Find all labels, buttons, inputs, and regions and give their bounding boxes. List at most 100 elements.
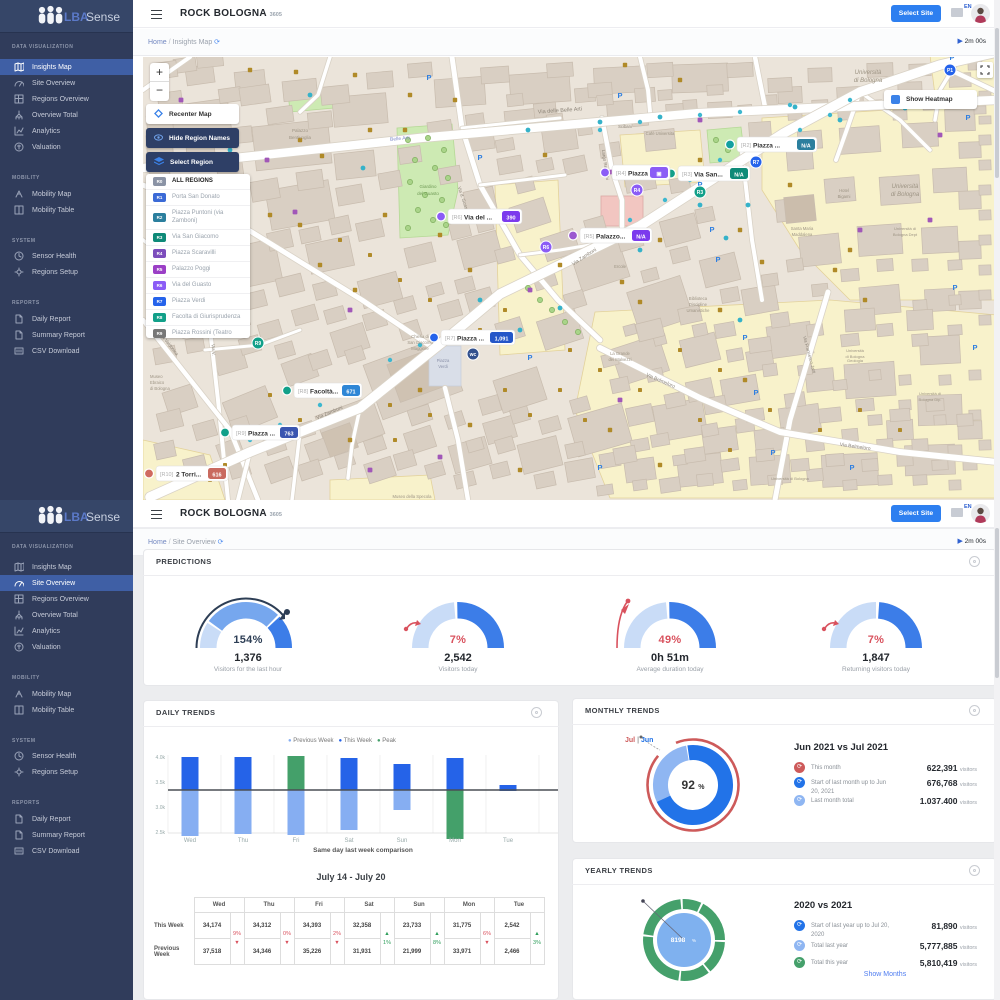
- svg-text:Verdi: Verdi: [438, 364, 448, 369]
- svg-text:Piazza ...: Piazza ...: [457, 336, 484, 343]
- svg-text:%: %: [692, 938, 696, 943]
- svg-text:Piazza ...: Piazza ...: [248, 431, 275, 438]
- svg-text:Fri: Fri: [293, 838, 300, 844]
- svg-text:Biblioteca: Biblioteca: [689, 296, 708, 301]
- svg-text:di Bologna: di Bologna: [150, 386, 170, 391]
- svg-text:Via V.: Via V.: [211, 344, 217, 356]
- svg-text:671: 671: [346, 390, 355, 396]
- svg-text:8198: 8198: [671, 937, 686, 944]
- svg-text:[R7]: [R7]: [445, 336, 456, 342]
- svg-text:Giardino: Giardino: [419, 184, 437, 189]
- svg-text:P: P: [697, 180, 702, 189]
- svg-text:Palazzo: Palazzo: [292, 128, 309, 133]
- svg-text:N/A: N/A: [636, 235, 646, 241]
- svg-text:Sat: Sat: [344, 838, 353, 844]
- svg-text:San Giacomo: San Giacomo: [407, 340, 433, 345]
- svg-text:Bologna Dip.: Bologna Dip.: [919, 397, 942, 402]
- svg-text:Belle Arti: Belle Arti: [390, 135, 410, 143]
- svg-text:R3: R3: [697, 190, 704, 196]
- svg-text:P: P: [965, 113, 970, 122]
- svg-text:P: P: [597, 463, 602, 472]
- svg-text:2.5k: 2.5k: [156, 830, 166, 836]
- svg-text:R6: R6: [543, 245, 550, 251]
- svg-text:Via delle Belle Arti: Via delle Belle Arti: [538, 106, 583, 115]
- svg-text:P: P: [477, 153, 482, 162]
- svg-text:P: P: [709, 225, 714, 234]
- svg-text:[R6]: [R6]: [452, 215, 463, 221]
- svg-text:Hotel: Hotel: [839, 188, 849, 193]
- svg-text:Piazza ...: Piazza ...: [753, 143, 780, 150]
- svg-text:La Grande: La Grande: [610, 351, 630, 356]
- svg-text:di Bologna: di Bologna: [846, 354, 866, 359]
- svg-text:▣: ▣: [656, 172, 662, 178]
- svg-text:Bentivoglia: Bentivoglia: [289, 135, 312, 140]
- svg-text:P: P: [742, 333, 747, 342]
- svg-text:P: P: [770, 448, 775, 457]
- svg-text:Piazza: Piazza: [437, 358, 450, 363]
- svg-text:Sense: Sense: [86, 10, 120, 24]
- svg-text:Largo Respighi: Largo Respighi: [601, 149, 610, 180]
- svg-text:Università: Università: [846, 348, 865, 353]
- svg-text:Ebraico: Ebraico: [150, 380, 165, 385]
- svg-text:1,091: 1,091: [495, 337, 509, 343]
- svg-text:763: 763: [284, 432, 293, 438]
- svg-text:Università: Università: [855, 70, 882, 76]
- svg-text:Same day last week comparison: Same day last week comparison: [313, 847, 413, 854]
- svg-text:P: P: [426, 73, 431, 82]
- svg-text:Ercole: Ercole: [614, 264, 627, 269]
- svg-text:R9: R9: [255, 341, 262, 347]
- svg-text:Piazza ...: Piazza ...: [628, 171, 655, 178]
- svg-text:2 Torri...: 2 Torri...: [176, 472, 201, 479]
- svg-text:3.0k: 3.0k: [156, 805, 166, 811]
- svg-text:Geologia: Geologia: [847, 358, 864, 363]
- svg-text:di Bologna: di Bologna: [854, 78, 883, 84]
- svg-text:dei Malvezzi: dei Malvezzi: [608, 357, 631, 362]
- svg-text:Palazzo...: Palazzo...: [596, 234, 625, 241]
- svg-text:N/A: N/A: [801, 144, 811, 150]
- svg-text:R7: R7: [753, 160, 760, 166]
- svg-text:Bigami: Bigami: [838, 194, 851, 199]
- svg-text:92 %: 92 %: [682, 778, 706, 792]
- svg-text:Via San...: Via San...: [694, 172, 723, 179]
- svg-text:P1: P1: [947, 68, 953, 74]
- svg-text:Sun: Sun: [397, 838, 408, 844]
- svg-text:Maddalena: Maddalena: [792, 232, 813, 237]
- svg-text:P: P: [753, 388, 758, 397]
- svg-text:R4: R4: [634, 188, 641, 194]
- svg-text:P: P: [617, 91, 622, 100]
- svg-text:Università di: Università di: [919, 391, 941, 396]
- svg-text:P: P: [952, 283, 957, 292]
- svg-text:Museo della Specola: Museo della Specola: [393, 494, 433, 499]
- svg-text:Maggiore: Maggiore: [411, 346, 429, 351]
- svg-text:del Guasto: del Guasto: [417, 191, 439, 196]
- svg-text:P: P: [849, 463, 854, 472]
- svg-text:Università: Università: [892, 184, 919, 190]
- svg-text:Tue: Tue: [503, 838, 514, 844]
- svg-text:[R4]: [R4]: [616, 171, 627, 177]
- svg-text:Bologna Dept: Bologna Dept: [893, 232, 918, 237]
- svg-text:Sense: Sense: [86, 510, 120, 524]
- svg-text:LBA: LBA: [64, 510, 89, 524]
- svg-text:3.5k: 3.5k: [156, 780, 166, 786]
- svg-text:P: P: [715, 255, 720, 264]
- svg-text:Discipline: Discipline: [689, 302, 708, 307]
- svg-text:Museo: Museo: [150, 374, 163, 379]
- svg-text:[R2]: [R2]: [741, 143, 752, 149]
- svg-text:[R3]: [R3]: [682, 172, 693, 178]
- svg-text:Scibani: Scibani: [618, 124, 632, 129]
- svg-text:[R8]: [R8]: [298, 389, 309, 395]
- svg-text:Università di Bologna: Università di Bologna: [771, 476, 810, 481]
- svg-text:[R9]: [R9]: [236, 431, 247, 437]
- svg-text:4.0k: 4.0k: [156, 755, 166, 761]
- svg-text:390: 390: [506, 216, 515, 222]
- svg-text:P: P: [949, 57, 954, 62]
- svg-text:Wed: Wed: [184, 838, 196, 844]
- svg-text:Università di: Università di: [894, 226, 916, 231]
- svg-text:Facoltà...: Facoltà...: [310, 389, 338, 396]
- svg-text:Santa Maria: Santa Maria: [791, 226, 814, 231]
- svg-text:616: 616: [212, 473, 221, 479]
- svg-text:Cafè Universita: Cafè Universita: [646, 131, 675, 136]
- svg-text:P: P: [972, 343, 977, 352]
- svg-text:[R10]: [R10]: [160, 472, 174, 478]
- svg-text:Mon: Mon: [449, 838, 461, 844]
